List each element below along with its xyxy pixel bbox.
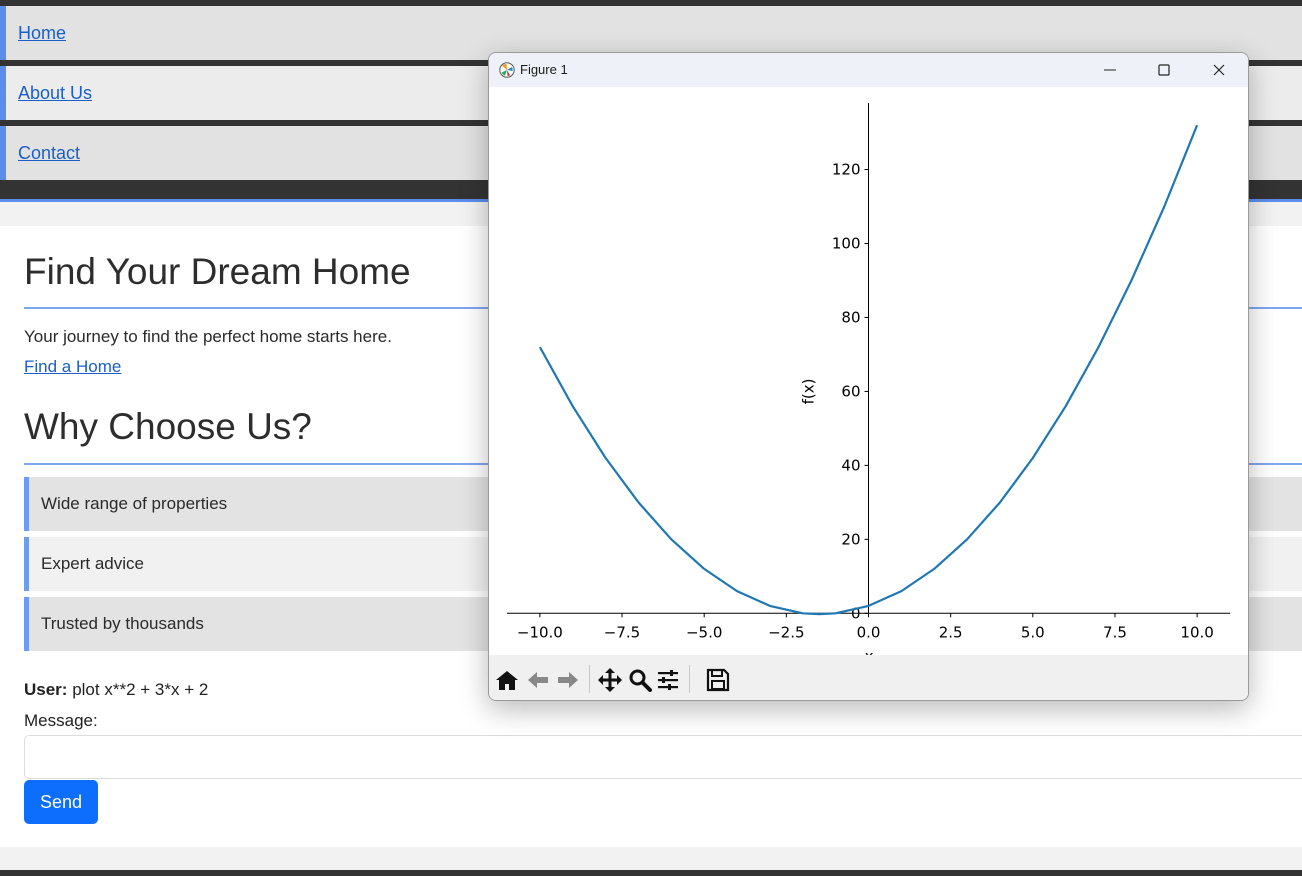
function-plot[interactable]: −10.0 −7.5 −5.0 −2.5 0.0 2.5 5.0 7.5 10.0 0 20 40 60… [489, 87, 1248, 665]
footer-band [0, 870, 1302, 876]
close-icon [1213, 64, 1225, 76]
maximize-icon [1158, 64, 1170, 76]
plot-canvas[interactable]: −10.0 −7.5 −5.0 −2.5 0.0 2.5 5.0 7.5 10.0 0 20 40 60… [489, 87, 1248, 665]
pan-icon [598, 668, 622, 692]
feature-text: Expert advice [41, 554, 144, 573]
save-button[interactable] [705, 667, 731, 693]
x-tick-label: 7.5 [1103, 623, 1127, 641]
nav-link-contact[interactable]: Contact [18, 142, 81, 163]
function-curve [538, 124, 1199, 616]
y-tick-label: 120 [832, 161, 861, 179]
send-button[interactable]: Send [24, 780, 98, 824]
x-tick-label: −10.0 [517, 623, 563, 641]
hero-lead-text: Your journey to find the perfect home st… [24, 327, 392, 346]
x-tick-label: 0.0 [857, 623, 881, 641]
hero-title: Find Your Dream Home [24, 251, 411, 292]
matplotlib-logo-icon [499, 62, 515, 78]
maximize-button[interactable] [1137, 53, 1191, 87]
nav-link-about-us[interactable]: About Us [18, 82, 93, 103]
message-input[interactable] [24, 735, 1302, 779]
forward-arrow-icon [558, 672, 578, 688]
home-button[interactable] [494, 667, 520, 693]
configure-subplots-button[interactable] [655, 667, 681, 693]
find-a-home-link[interactable]: Find a Home [24, 357, 122, 376]
x-tick-label: −2.5 [768, 623, 804, 641]
chat-user-label: User: [24, 680, 68, 699]
x-tick-label: 10.0 [1180, 623, 1213, 641]
configure-subplots-icon [658, 670, 678, 690]
x-tick-label: −5.0 [686, 623, 722, 641]
y-tick-label: 60 [841, 382, 860, 400]
y-tick-label: 0 [851, 604, 861, 622]
y-axis-label: f(x) [800, 378, 818, 404]
minimize-icon [1104, 69, 1116, 71]
x-tick-label: 5.0 [1021, 623, 1045, 641]
x-tick-label: −7.5 [604, 623, 640, 641]
feature-text: Wide range of properties [41, 494, 228, 513]
close-button[interactable] [1192, 53, 1246, 87]
feature-text: Trusted by thousands [41, 614, 204, 633]
chat-user-message: User: plot x**2 + 3*x + 2 [24, 680, 208, 700]
back-arrow-icon [528, 672, 548, 688]
figure-titlebar[interactable]: Figure 1 [489, 53, 1248, 87]
pan-button[interactable] [597, 667, 623, 693]
chat-user-text: plot x**2 + 3*x + 2 [72, 680, 209, 699]
figure-window[interactable]: Figure 1 −10.0 −7.5 −5.0 −2.5 0.0 2.5 5.0 7.5 10… [488, 52, 1249, 701]
zoom-icon [629, 669, 652, 692]
figure-toolbar [489, 655, 1248, 700]
x-tick-label: 2.5 [939, 623, 963, 641]
figure-window-title: Figure 1 [520, 62, 568, 77]
minimize-button[interactable] [1083, 53, 1137, 87]
back-button[interactable] [525, 667, 551, 693]
toolbar-separator [689, 665, 690, 693]
y-tick-label: 20 [841, 530, 860, 548]
zoom-button[interactable] [627, 667, 653, 693]
y-tick-label: 40 [841, 456, 860, 474]
x-axis-label: x [863, 647, 873, 655]
home-icon [496, 671, 518, 690]
nav-item-home[interactable]: Home [0, 6, 1302, 60]
y-tick-label: 80 [841, 308, 860, 326]
y-tick-label: 100 [832, 235, 861, 253]
forward-button[interactable] [555, 667, 581, 693]
save-icon [706, 668, 730, 692]
toolbar-separator [589, 665, 590, 693]
message-label: Message: [24, 711, 98, 730]
nav-link-home[interactable]: Home [18, 22, 67, 43]
why-choose-us-title: Why Choose Us? [24, 406, 312, 447]
